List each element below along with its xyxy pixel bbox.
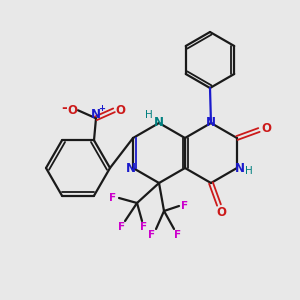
Text: +: + xyxy=(98,104,106,113)
Text: -: - xyxy=(61,101,67,115)
Text: F: F xyxy=(182,201,189,211)
Text: H: H xyxy=(145,110,153,120)
Text: H: H xyxy=(245,166,253,176)
Text: O: O xyxy=(115,104,125,117)
Text: F: F xyxy=(110,193,117,203)
Text: F: F xyxy=(148,230,156,240)
Text: O: O xyxy=(67,104,77,117)
Text: N: N xyxy=(206,116,216,128)
Text: N: N xyxy=(126,163,136,176)
Text: F: F xyxy=(140,222,148,232)
Text: N: N xyxy=(154,116,164,128)
Text: O: O xyxy=(261,122,271,134)
Text: F: F xyxy=(118,222,126,232)
Text: N: N xyxy=(91,108,101,121)
Text: F: F xyxy=(175,230,182,240)
Text: N: N xyxy=(235,161,245,175)
Text: O: O xyxy=(216,206,226,218)
